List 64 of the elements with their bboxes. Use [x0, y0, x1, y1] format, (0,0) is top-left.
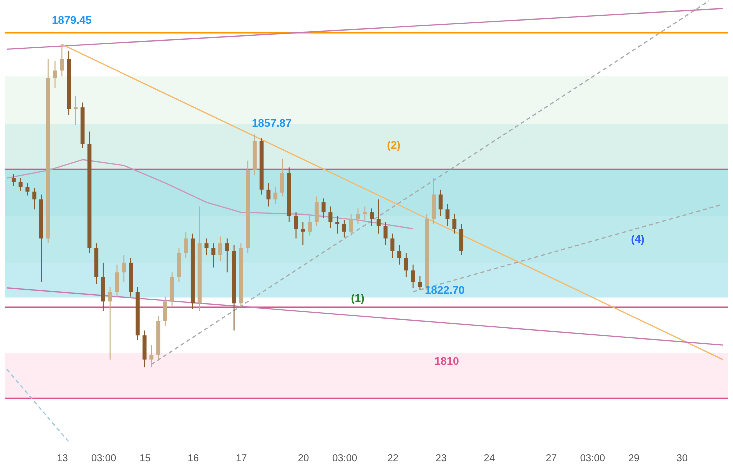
- x-tick-label: 30: [676, 454, 688, 464]
- candlestick: [225, 238, 230, 274]
- candlestick: [274, 186, 278, 205]
- x-tick-label: 20: [298, 454, 310, 464]
- candlestick: [301, 222, 306, 246]
- candlestick: [328, 206, 333, 229]
- candlestick: [398, 244, 402, 266]
- candlestick: [74, 95, 78, 126]
- candlestick: [438, 189, 443, 217]
- candlestick: [446, 204, 450, 227]
- annotation: (2): [387, 140, 402, 152]
- candlestick: [150, 344, 154, 368]
- candlestick: [294, 212, 298, 240]
- candlestick: [60, 44, 64, 78]
- candlestick: [204, 238, 209, 256]
- candlestick: [122, 254, 126, 283]
- candlestick: [452, 214, 457, 234]
- candlestick: [280, 158, 284, 198]
- candlestick: [390, 233, 395, 259]
- x-tick-label: 23: [436, 454, 448, 464]
- candlestick: [404, 252, 408, 278]
- candlestick: [342, 220, 346, 238]
- candlestick: [314, 196, 319, 227]
- candlestick: [108, 286, 112, 360]
- candlestick: [356, 208, 360, 225]
- text: 1879.45: [52, 15, 92, 27]
- annotation: 1810: [434, 356, 460, 368]
- annotation: (4): [631, 234, 646, 246]
- candlestick: [163, 296, 168, 326]
- candlestick: [370, 208, 374, 227]
- x-tick-label: 03:00: [332, 454, 358, 464]
- candlestick: [411, 264, 416, 289]
- x-tick-label: 03:00: [580, 454, 606, 464]
- candlestick: [308, 216, 312, 236]
- candlestick: [26, 182, 30, 196]
- candlestick: [212, 243, 216, 268]
- x-tick-label: 03:00: [91, 454, 117, 464]
- x-tick-label: 24: [484, 454, 496, 464]
- candlestick: [322, 198, 326, 219]
- x-tick-label: 13: [57, 454, 69, 464]
- candlestick: [115, 264, 120, 298]
- candlestick: [376, 199, 381, 234]
- candlestick: [184, 231, 188, 259]
- x-tick-label: 17: [236, 454, 248, 464]
- candlestick: [384, 222, 388, 246]
- candlestick: [53, 60, 58, 89]
- candlestick: [18, 178, 23, 192]
- candlestick: [266, 182, 271, 208]
- candlestick: [418, 276, 422, 291]
- candlestick: [32, 188, 37, 210]
- x-tick-label: 29: [628, 454, 640, 464]
- candlestick: [460, 224, 464, 256]
- annotation: 1822.70: [425, 285, 465, 297]
- x-tick-label: 16: [188, 454, 200, 464]
- candlestick: [349, 214, 354, 236]
- candlestick: [363, 206, 368, 221]
- candlestick: [12, 174, 16, 187]
- x-tick-label: 15: [140, 454, 152, 464]
- candlestick: [336, 216, 340, 234]
- x-tick-label: 22: [388, 454, 400, 464]
- annotation: (1): [351, 293, 366, 305]
- x-tick-label: 27: [546, 454, 558, 464]
- candlestick: [218, 236, 223, 262]
- annotation: 1857.87: [252, 118, 292, 130]
